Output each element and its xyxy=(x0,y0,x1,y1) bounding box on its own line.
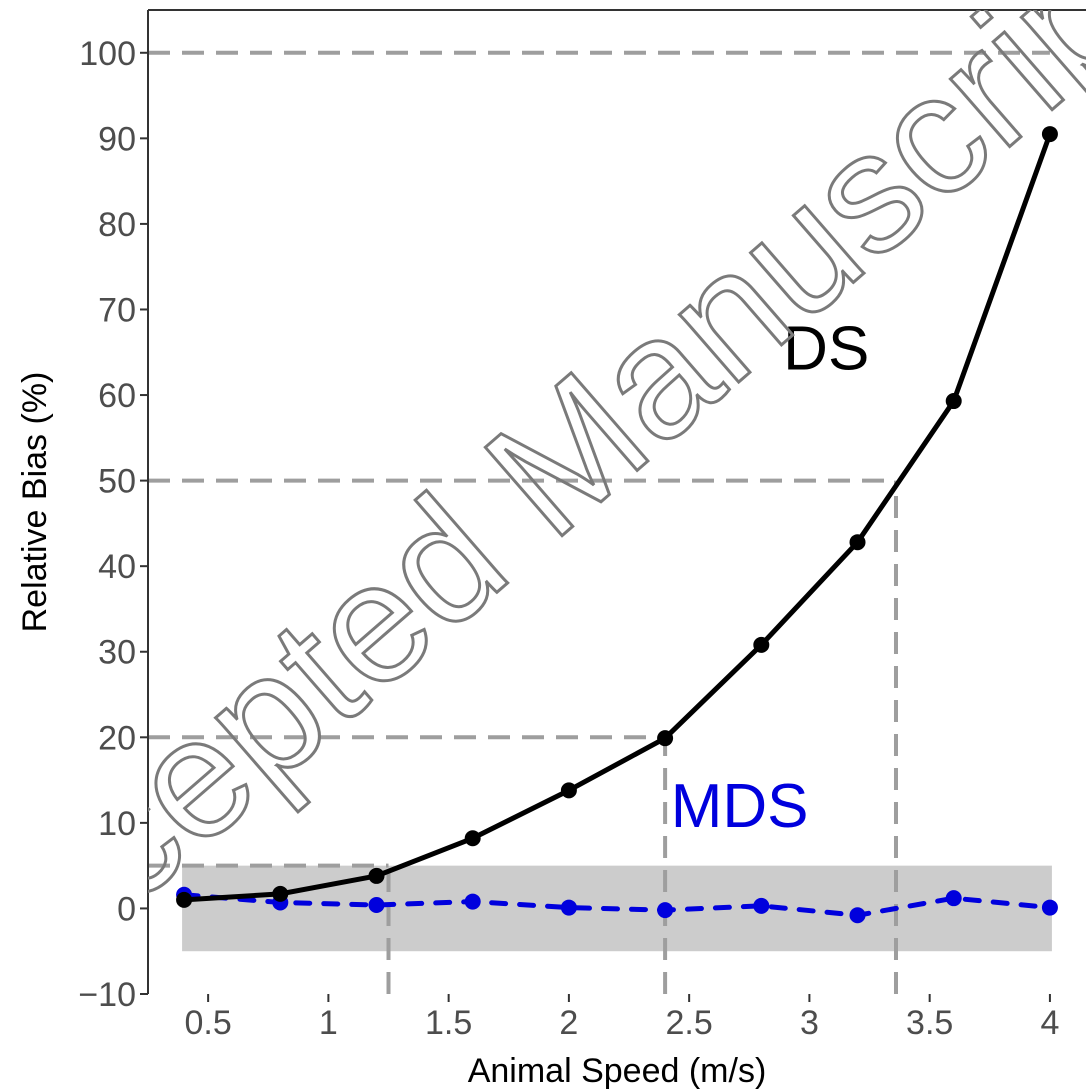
ds-data-point xyxy=(464,830,481,847)
mds-data-point xyxy=(945,890,962,907)
y-tick-label: 0 xyxy=(117,890,136,928)
mds-series-label: MDS xyxy=(671,772,809,841)
ds-series-label: DS xyxy=(783,314,869,383)
ds-data-point xyxy=(560,782,577,799)
ds-data-point xyxy=(657,730,674,747)
y-tick-label: 70 xyxy=(98,291,136,329)
mds-data-point xyxy=(657,902,674,919)
ds-series-line xyxy=(181,131,1053,903)
y-axis-title: Relative Bias (%) xyxy=(16,372,54,633)
mds-data-point xyxy=(464,893,481,910)
x-tick-label: 3 xyxy=(800,1004,819,1042)
y-tick-label: 50 xyxy=(98,463,136,501)
series-layer xyxy=(176,126,1058,924)
mds-data-point xyxy=(753,897,770,914)
x-axis-title: Animal Speed (m/s) xyxy=(468,1052,767,1090)
y-tick-label: 20 xyxy=(98,719,136,757)
mds-data-point xyxy=(560,899,577,916)
mds-data-point xyxy=(849,907,866,924)
x-tick-label: 0.5 xyxy=(184,1004,231,1042)
y-tick-label: 30 xyxy=(98,634,136,672)
y-tick-label: 60 xyxy=(98,377,136,415)
ds-data-point xyxy=(753,636,770,653)
ds-data-point xyxy=(368,867,385,884)
y-tick-label: 10 xyxy=(98,805,136,843)
ds-data-point xyxy=(176,891,193,908)
x-tick-label: 3.5 xyxy=(906,1004,953,1042)
y-tick-label: −10 xyxy=(78,976,136,1014)
x-tick-label: 1.5 xyxy=(425,1004,472,1042)
annotation-layer: DS MDS xyxy=(671,314,870,841)
ds-data-point xyxy=(849,534,866,551)
mds-data-point xyxy=(368,897,385,914)
x-tick-label: 2 xyxy=(559,1004,578,1042)
ds-data-point xyxy=(272,885,289,902)
ds-data-point xyxy=(1041,126,1058,143)
mds-data-point xyxy=(1041,899,1058,916)
y-tick-label: 100 xyxy=(79,35,136,73)
x-tick-label: 4 xyxy=(1040,1004,1059,1042)
x-tick-label: 1 xyxy=(319,1004,338,1042)
axis-layer: −10 0 10 20 30 40 50 60 70 80 90 100 0.5 1 1.5 2 2.5 3 3.5… xyxy=(78,9,1086,1042)
ds-data-point xyxy=(945,393,962,410)
x-tick-label: 2.5 xyxy=(666,1004,713,1042)
y-tick-label: 80 xyxy=(98,206,136,244)
y-tick-label: 40 xyxy=(98,548,136,586)
mds-series-line xyxy=(181,892,1053,918)
y-tick-label: 90 xyxy=(98,120,136,158)
